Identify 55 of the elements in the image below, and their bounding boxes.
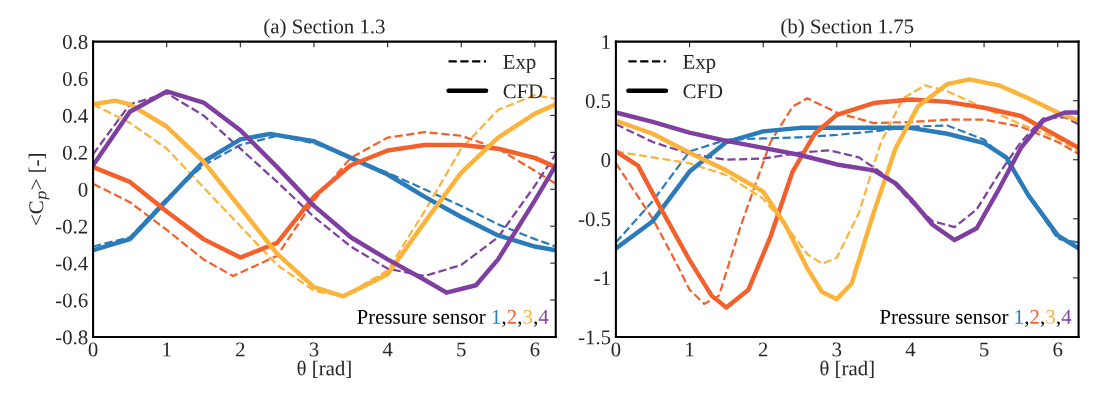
legend-label: Exp	[503, 55, 536, 74]
annotation: Pressure sensor	[880, 310, 1009, 324]
y-tick-label: 0	[601, 153, 611, 168]
text: 2	[507, 309, 516, 324]
y-tick-label: 0	[78, 182, 88, 197]
x-tick-label: 4	[905, 342, 916, 357]
annotation: Pressure sensor	[357, 310, 486, 324]
y-tick-label: 0.8	[62, 34, 88, 50]
x-tick-label: 6	[530, 342, 540, 357]
text: 1	[492, 309, 501, 324]
text: 3	[523, 309, 533, 324]
text: 2	[1030, 309, 1039, 324]
y-tick-label: 0.6	[62, 71, 88, 87]
x-axis-title: θ [rad]	[297, 360, 351, 378]
legend-label: CFD	[683, 84, 723, 99]
annotation: ,	[1040, 321, 1044, 327]
y-tick-label: -0.8	[56, 330, 88, 345]
text: 3	[1046, 309, 1055, 324]
y-tick-label: 1	[602, 35, 610, 49]
y-tick-label: 0.4	[62, 108, 88, 123]
legend-label: CFD	[503, 84, 543, 99]
x-tick-label: 5	[457, 342, 466, 357]
y-tick-label: -1	[594, 271, 610, 286]
annotation: ,	[533, 321, 537, 327]
annotation: ,	[502, 321, 506, 327]
annotation: ,	[1025, 321, 1029, 327]
y-tick-label: -0.2	[56, 219, 88, 234]
x-axis-title: θ [rad]	[820, 360, 874, 378]
text: 4	[538, 309, 549, 324]
x-tick-label: 1	[686, 342, 694, 357]
x-tick-label: 5	[980, 342, 989, 357]
x-tick-label: 0	[88, 342, 98, 357]
x-tick-label: 3	[832, 342, 842, 357]
y-tick-label: 0.5	[585, 94, 611, 109]
x-tick-label: 0	[611, 342, 621, 357]
x-tick-label: 2	[758, 342, 768, 357]
x-tick-label: 4	[382, 342, 393, 357]
x-tick-label: 2	[236, 342, 245, 357]
text: 1	[1015, 309, 1023, 324]
y-tick-label: -1.5	[578, 330, 611, 345]
legend-label: Exp	[683, 55, 716, 74]
chart-title: (b) Section 1.75	[781, 18, 914, 38]
chart-title: (a) Section 1.3	[264, 18, 385, 38]
annotation: ,	[518, 321, 522, 327]
x-tick-label: 3	[309, 342, 319, 357]
y-tick-label: 0.2	[62, 145, 88, 160]
text: 4	[1061, 309, 1072, 324]
y-tick-label: -0.5	[578, 212, 611, 227]
y-axis-title: <C$_{p}$> [-]	[28, 154, 50, 226]
line-series	[93, 130, 556, 278]
x-tick-label: 1	[163, 342, 171, 357]
y-tick-label: -0.6	[56, 293, 88, 308]
x-tick-label: 6	[1053, 342, 1063, 357]
annotation: ,	[1056, 321, 1060, 327]
y-tick-label: -0.4	[56, 256, 88, 271]
